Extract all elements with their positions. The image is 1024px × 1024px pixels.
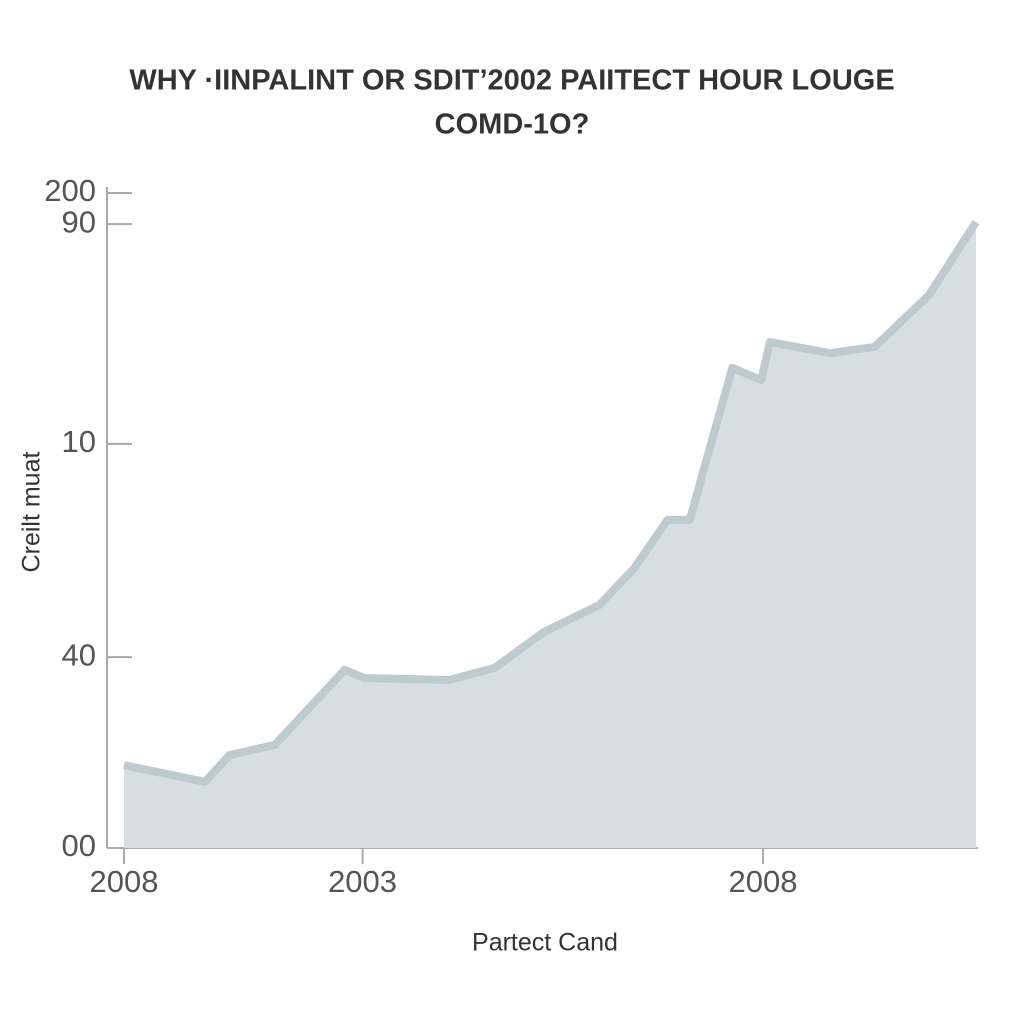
chart-title: WHY ·IINPALINT OR SDIT’2002 PAIITECT HOU… (129, 65, 894, 97)
x-axis-label: Partect Cand (472, 929, 618, 957)
y-tick-label: 10 (62, 424, 96, 459)
y-tick-label: 90 (62, 204, 96, 239)
y-tick-label: 200 (44, 173, 96, 208)
line (123, 219, 980, 786)
y-tick-label: 00 (62, 828, 96, 863)
chart-title: COMD-1O? (435, 109, 590, 141)
y-axis-label: Creilt muat (18, 452, 46, 573)
y-tick-label: 40 (62, 637, 96, 672)
x-tick-label: 2008 (90, 864, 159, 899)
x-tick-label: 2003 (328, 864, 397, 899)
x-tick-label: 2008 (729, 864, 798, 899)
